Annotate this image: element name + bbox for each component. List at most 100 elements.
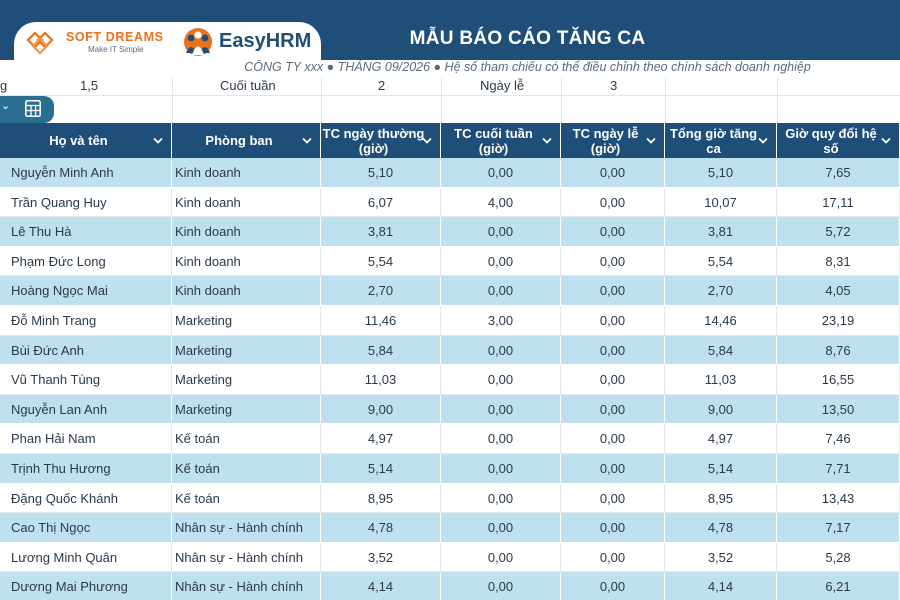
column-header-name[interactable]: Họ và tên [0, 123, 172, 158]
cell-name[interactable]: Đỗ Minh Trang [0, 306, 172, 336]
cell-weekend-ot[interactable]: 0,00 [441, 276, 561, 306]
cell-name[interactable]: Bùi Đức Anh [0, 335, 172, 366]
cell-weekend-ot[interactable]: 0,00 [441, 542, 561, 573]
table-row[interactable]: Bùi Đức Anh Marketing 5,84 0,00 0,00 5,84 8,76 [0, 335, 900, 366]
cell-weekday-ot[interactable]: 8,95 [321, 483, 441, 514]
cell-name[interactable]: Nguyễn Minh Anh [0, 158, 172, 188]
cell-weekend-ot[interactable]: 0,00 [441, 365, 561, 395]
filter-dropdown-icon[interactable] [756, 134, 770, 147]
cell-converted-hours[interactable]: 5,72 [777, 217, 900, 247]
column-header-weekday-ot[interactable]: TC ngày thường (giờ) [321, 123, 441, 158]
cell-department[interactable]: Kế toán [172, 483, 321, 514]
cell-converted-hours[interactable]: 7,65 [777, 158, 900, 188]
cell-department[interactable]: Kinh doanh [172, 217, 321, 247]
cell-holiday-ot[interactable]: 0,00 [561, 394, 665, 425]
cell-department[interactable]: Nhân sự - Hành chính [172, 572, 321, 600]
cell-total-ot[interactable]: 14,46 [665, 306, 777, 336]
table-row[interactable]: Phan Hải Nam Kế toán 4,97 0,00 0,00 4,97 7,46 [0, 424, 900, 454]
table-row[interactable]: Trịnh Thu Hương Kế toán 5,14 0,00 0,00 5,14 7,… [0, 454, 900, 484]
table-row[interactable]: Lương Minh Quân Nhân sự - Hành chính 3,52 0… [0, 542, 900, 573]
cell-total-ot[interactable]: 4,78 [665, 513, 777, 543]
column-header-weekend-ot[interactable]: TC cuối tuần (giờ) [441, 123, 561, 158]
cell-converted-hours[interactable]: 13,43 [777, 483, 900, 514]
cell-holiday-ot[interactable]: 0,00 [561, 217, 665, 247]
cell-weekday-ot[interactable]: 2,70 [321, 276, 441, 306]
table-row[interactable]: Hoàng Ngọc Mai Kinh doanh 2,70 0,00 0,00 2,70… [0, 276, 900, 306]
cell-weekend-ot[interactable]: 0,00 [441, 246, 561, 277]
cell-weekday-ot[interactable]: 11,46 [321, 306, 441, 336]
cell-holiday-ot[interactable]: 0,00 [561, 483, 665, 514]
cell-converted-hours[interactable]: 8,76 [777, 335, 900, 366]
table-row[interactable]: Cao Thị Ngọc Nhân sự - Hành chính 4,78 0,00… [0, 513, 900, 543]
cell-holiday-ot[interactable]: 0,00 [561, 572, 665, 600]
cell-weekend-ot[interactable]: 0,00 [441, 513, 561, 543]
column-header-total-ot[interactable]: Tổng giờ tăng ca [665, 123, 777, 158]
cell-converted-hours[interactable]: 16,55 [777, 365, 900, 395]
table-row[interactable]: Lê Thu Hà Kinh doanh 3,81 0,00 0,00 3,81 5,72 [0, 217, 900, 247]
cell-name[interactable]: Hoàng Ngọc Mai [0, 276, 172, 306]
cell-weekend-ot[interactable]: 0,00 [441, 424, 561, 454]
cell-total-ot[interactable]: 4,97 [665, 424, 777, 454]
table-row[interactable]: Vũ Thanh Tùng Marketing 11,03 0,00 0,00 11,03… [0, 365, 900, 395]
cell-name[interactable]: Đặng Quốc Khánh [0, 483, 172, 514]
cell-name[interactable]: Trịnh Thu Hương [0, 454, 172, 484]
cell-department[interactable]: Kế toán [172, 424, 321, 454]
filter-dropdown-icon[interactable] [151, 134, 165, 147]
cell-holiday-ot[interactable]: 0,00 [561, 276, 665, 306]
filter-dropdown-icon[interactable] [644, 134, 658, 147]
cell-weekday-ot[interactable]: 11,03 [321, 365, 441, 395]
cell-weekend-ot[interactable]: 0,00 [441, 394, 561, 425]
cell-total-ot[interactable]: 9,00 [665, 394, 777, 425]
cell-weekend-ot[interactable]: 4,00 [441, 187, 561, 218]
filter-dropdown-icon[interactable] [540, 134, 554, 147]
cell-name[interactable]: Dương Mai Phương [0, 572, 172, 600]
cell-total-ot[interactable]: 11,03 [665, 365, 777, 395]
cell-weekday-ot[interactable]: 9,00 [321, 394, 441, 425]
column-header-department[interactable]: Phòng ban [172, 123, 321, 158]
filter-dropdown-icon[interactable] [300, 134, 314, 147]
cell-total-ot[interactable]: 5,54 [665, 246, 777, 277]
table-row[interactable]: Dương Mai Phương Nhân sự - Hành chính 4,14… [0, 572, 900, 600]
cell-weekday-ot[interactable]: 3,81 [321, 217, 441, 247]
cell-department[interactable]: Marketing [172, 365, 321, 395]
cell-name[interactable]: Lê Thu Hà [0, 217, 172, 247]
cell-holiday-ot[interactable]: 0,00 [561, 335, 665, 366]
cell-total-ot[interactable]: 2,70 [665, 276, 777, 306]
table-row[interactable]: Nguyễn Lan Anh Marketing 9,00 0,00 0,00 9,00 1… [0, 394, 900, 425]
cell-department[interactable]: Marketing [172, 394, 321, 425]
cell-total-ot[interactable]: 3,81 [665, 217, 777, 247]
cell-department[interactable]: Kinh doanh [172, 158, 321, 188]
cell-holiday-ot[interactable]: 0,00 [561, 513, 665, 543]
cell-weekend-ot[interactable]: 3,00 [441, 306, 561, 336]
cell-weekend-ot[interactable]: 0,00 [441, 572, 561, 600]
cell-name[interactable]: Lương Minh Quân [0, 542, 172, 573]
cell-department[interactable]: Kinh doanh [172, 276, 321, 306]
cell-weekday-ot[interactable]: 4,78 [321, 513, 441, 543]
cell-converted-hours[interactable]: 13,50 [777, 394, 900, 425]
column-header-holiday-ot[interactable]: TC ngày lễ (giờ) [561, 123, 665, 158]
cell-weekday-ot[interactable]: 4,14 [321, 572, 441, 600]
cell-name[interactable]: Trần Quang Huy [0, 187, 172, 218]
cell-department[interactable]: Kế toán [172, 454, 321, 484]
chevron-down-icon[interactable]: ⌄ [1, 100, 11, 112]
cell-holiday-ot[interactable]: 0,00 [561, 454, 665, 484]
cell-name[interactable]: Cao Thị Ngọc [0, 513, 172, 543]
cell-holiday-ot[interactable]: 0,00 [561, 306, 665, 336]
cell-weekend-ot[interactable]: 0,00 [441, 158, 561, 188]
column-header-converted-hours[interactable]: Giờ quy đổi hệ số [777, 123, 900, 158]
cell-holiday-ot[interactable]: 0,00 [561, 424, 665, 454]
cell-total-ot[interactable]: 3,52 [665, 542, 777, 573]
cell-weekend-ot[interactable]: 0,00 [441, 217, 561, 247]
cell-holiday-ot[interactable]: 0,00 [561, 365, 665, 395]
cell-converted-hours[interactable]: 23,19 [777, 306, 900, 336]
table-row[interactable]: Nguyễn Minh Anh Kinh doanh 5,10 0,00 0,00 5,1… [0, 158, 900, 188]
cell-department[interactable]: Kinh doanh [172, 246, 321, 277]
cell-converted-hours[interactable]: 4,05 [777, 276, 900, 306]
cell-total-ot[interactable]: 5,84 [665, 335, 777, 366]
cell-department[interactable]: Kinh doanh [172, 187, 321, 218]
cell-department[interactable]: Nhân sự - Hành chính [172, 542, 321, 573]
cell-converted-hours[interactable]: 7,17 [777, 513, 900, 543]
cell-department[interactable]: Marketing [172, 306, 321, 336]
cell-name[interactable]: Phan Hải Nam [0, 424, 172, 454]
cell-weekday-ot[interactable]: 5,84 [321, 335, 441, 366]
